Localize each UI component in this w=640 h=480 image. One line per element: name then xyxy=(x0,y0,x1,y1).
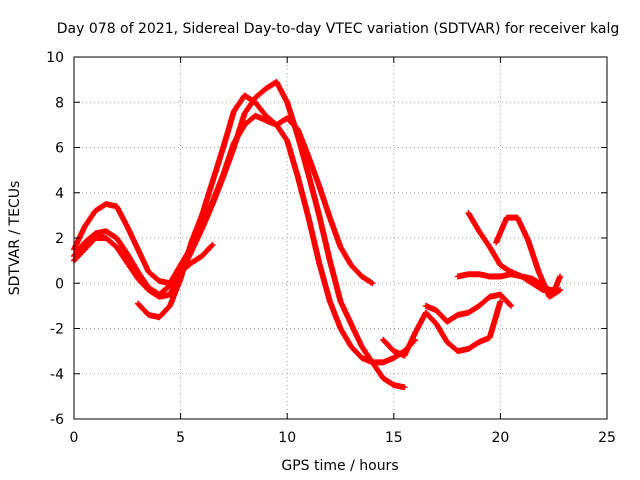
y-tick-label: 10 xyxy=(46,50,64,66)
x-tick-label: 25 xyxy=(598,430,616,446)
series-markers xyxy=(493,214,564,300)
series-track-6 xyxy=(422,291,515,325)
y-tick-label: -6 xyxy=(50,412,64,428)
series-markers xyxy=(135,92,419,366)
y-tick-label: -2 xyxy=(50,322,64,338)
x-tick-label: 20 xyxy=(491,430,509,446)
x-axis-label: GPS time / hours xyxy=(281,458,398,474)
chart-title: Day 078 of 2021, Sidereal Day-to-day VTE… xyxy=(57,21,619,37)
y-tick-label: 2 xyxy=(55,231,64,247)
series-track-9 xyxy=(493,214,564,300)
y-tick-label: 4 xyxy=(55,186,64,202)
y-tick-label: -4 xyxy=(50,367,64,383)
x-tick-label: 5 xyxy=(176,430,185,446)
y-tick-label: 6 xyxy=(55,141,64,157)
y-axis-label: SDTVAR / TECUs xyxy=(7,181,23,296)
x-tick-label: 0 xyxy=(70,430,79,446)
series-markers xyxy=(422,291,515,325)
x-tick-label: 15 xyxy=(385,430,403,446)
series-track-3 xyxy=(135,92,419,366)
y-tick-label: 8 xyxy=(55,95,64,111)
x-tick-label: 10 xyxy=(278,430,296,446)
axis-ticks: 0 5 10 15 20 25 -6 -4 -2 0 2 4 6 8 10 xyxy=(46,50,616,446)
y-tick-label: 0 xyxy=(55,276,64,292)
series-markers xyxy=(380,298,504,359)
series-track-5 xyxy=(380,298,504,359)
